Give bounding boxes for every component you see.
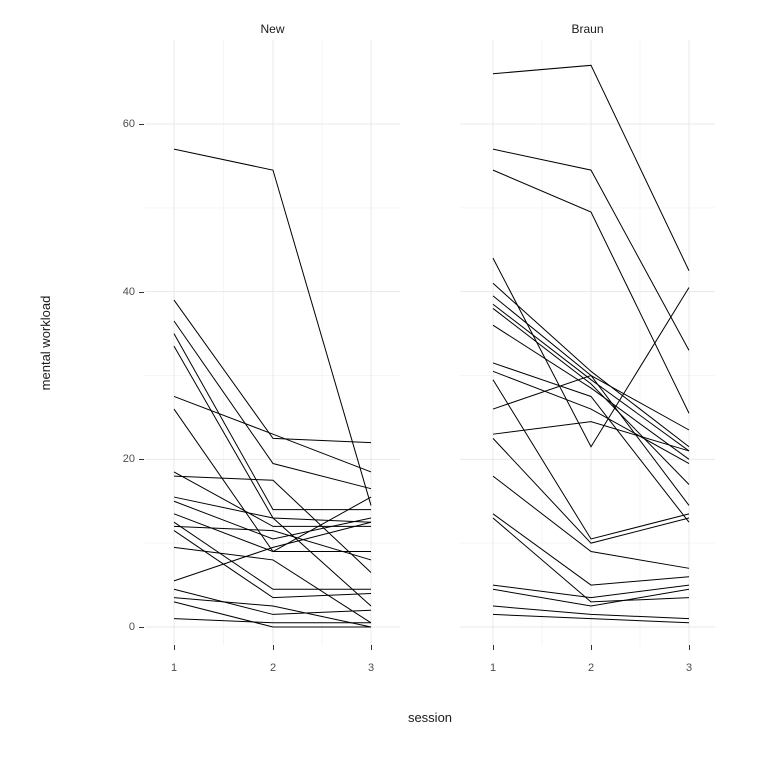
y-tick-mark bbox=[139, 291, 144, 293]
y-tick-label: 20 bbox=[122, 453, 135, 466]
y-tick-mark bbox=[139, 124, 144, 126]
subject-line bbox=[492, 282, 690, 448]
x-tick-mark bbox=[371, 645, 372, 650]
subject-line bbox=[492, 324, 690, 460]
y-tick-mark bbox=[139, 627, 144, 628]
subject-line bbox=[492, 370, 690, 464]
x-tick-label: 2 bbox=[269, 662, 277, 674]
strip-label-braun: Braun bbox=[571, 22, 604, 36]
subject-line bbox=[173, 396, 372, 473]
subject-line bbox=[492, 303, 690, 452]
x-tick-label: 1 bbox=[170, 662, 178, 674]
x-tick-label: 1 bbox=[489, 662, 497, 674]
x-axis-title: session bbox=[407, 710, 453, 725]
x-tick-mark bbox=[493, 645, 494, 650]
y-tick-mark bbox=[139, 459, 144, 461]
subject-line bbox=[173, 320, 372, 490]
strip-label-new: New bbox=[260, 22, 285, 36]
subject-line bbox=[173, 525, 372, 561]
facet-panel-braun bbox=[460, 40, 715, 645]
subject-line bbox=[173, 500, 372, 540]
x-tick-mark bbox=[273, 645, 274, 650]
y-tick-label: 40 bbox=[122, 285, 135, 298]
x-tick-mark bbox=[689, 645, 690, 650]
subject-line bbox=[173, 521, 371, 590]
subject-line bbox=[492, 605, 690, 620]
subject-line bbox=[173, 496, 372, 607]
subject-line bbox=[173, 333, 371, 511]
subject-line bbox=[492, 613, 690, 624]
subject-line bbox=[492, 513, 690, 586]
subject-line bbox=[492, 588, 690, 607]
subject-line bbox=[173, 521, 372, 582]
subject-line bbox=[492, 308, 690, 485]
x-tick-label: 3 bbox=[685, 662, 693, 674]
subject-line bbox=[492, 148, 690, 351]
x-tick-label: 3 bbox=[367, 662, 375, 674]
subject-line bbox=[492, 438, 690, 544]
subject-line bbox=[492, 517, 690, 603]
subject-line bbox=[173, 588, 372, 615]
facet-panel-new bbox=[145, 40, 400, 645]
subject-line bbox=[173, 148, 372, 506]
subject-line bbox=[173, 618, 371, 624]
subject-line bbox=[173, 299, 372, 444]
subject-line bbox=[173, 496, 372, 553]
y-axis-title-text: mental workload bbox=[38, 295, 53, 391]
x-tick-mark bbox=[591, 645, 592, 650]
y-tick-label: 0 bbox=[128, 621, 135, 633]
subject-line bbox=[492, 374, 690, 431]
subject-line bbox=[492, 584, 690, 599]
x-tick-mark bbox=[174, 645, 175, 650]
subject-line bbox=[492, 169, 690, 414]
subject-line bbox=[492, 64, 690, 271]
subject-line bbox=[173, 546, 372, 624]
subject-line bbox=[173, 471, 371, 527]
subject-line bbox=[492, 421, 690, 452]
subject-line bbox=[492, 475, 690, 569]
subject-line bbox=[492, 362, 690, 523]
subject-line bbox=[173, 475, 372, 573]
subject-line bbox=[492, 379, 690, 540]
x-tick-label: 2 bbox=[587, 662, 595, 674]
subject-line bbox=[173, 597, 372, 628]
subject-line bbox=[492, 257, 690, 448]
y-tick-label: 60 bbox=[122, 118, 135, 131]
subject-line bbox=[173, 530, 372, 599]
subject-line bbox=[173, 601, 371, 628]
